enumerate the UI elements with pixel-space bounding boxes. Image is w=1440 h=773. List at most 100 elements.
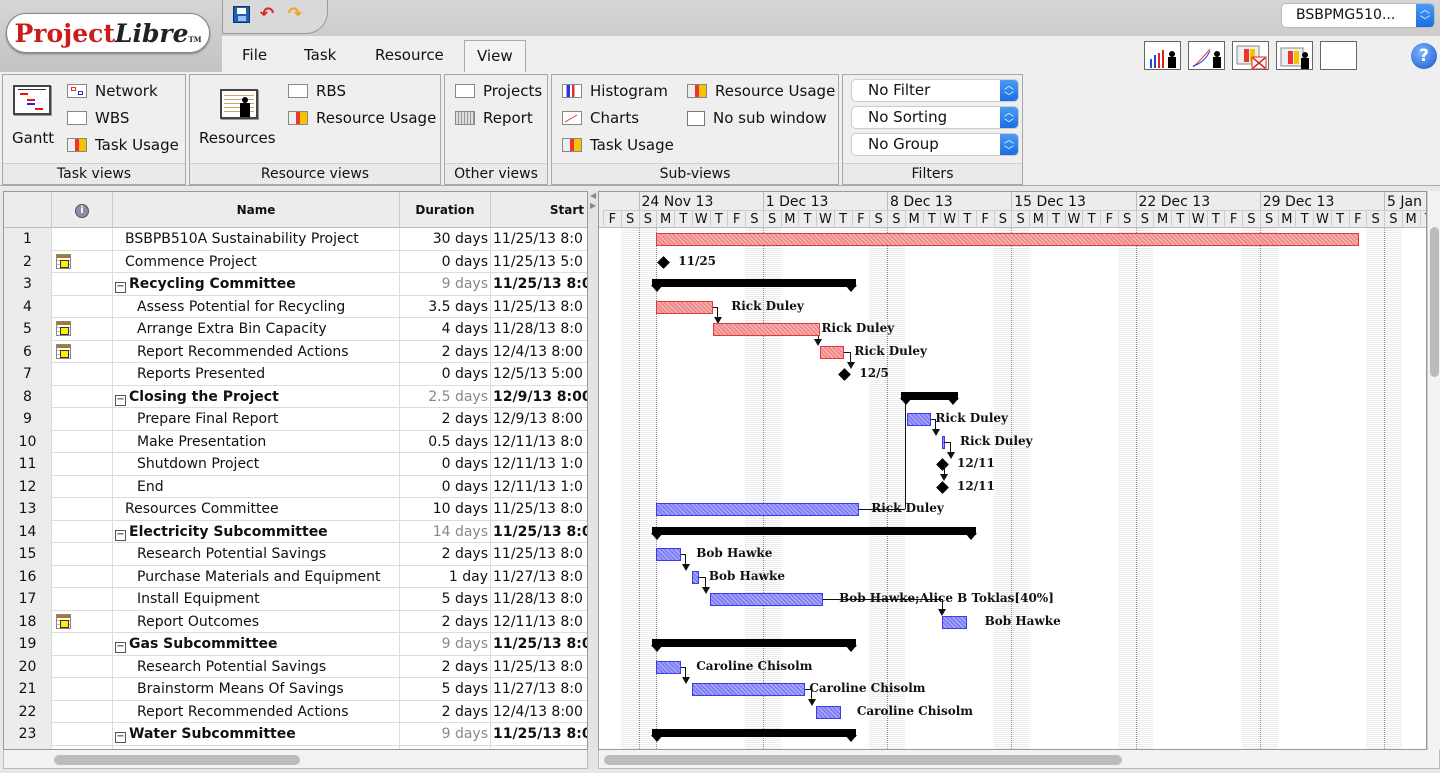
task-name[interactable]: Install Equipment xyxy=(113,588,400,611)
collapse-icon[interactable]: − xyxy=(115,641,126,653)
tab-file[interactable]: File xyxy=(242,46,268,64)
task-name[interactable]: Report Recommended Actions xyxy=(113,700,400,723)
task-name[interactable]: Report Recommended Actions xyxy=(113,340,400,363)
task-start[interactable]: 11/25/13 8:0 xyxy=(491,656,587,679)
dependency-link[interactable] xyxy=(943,441,951,454)
task-start[interactable]: 11/25/13 8:0 xyxy=(491,723,587,746)
task-duration[interactable]: 0.5 days xyxy=(400,430,491,453)
expand-right-icon[interactable]: ▶ xyxy=(590,201,597,210)
table-row[interactable]: 12 End 0 days 12/11/13 1:0 xyxy=(4,475,587,499)
dependency-link[interactable] xyxy=(931,419,937,431)
table-row[interactable]: 15 Research Potential Savings 2 days 11/25/… xyxy=(4,543,587,566)
collapse-icon[interactable]: − xyxy=(115,281,126,293)
table-row[interactable] xyxy=(4,745,587,749)
task-start[interactable]: 11/27/13 8:0 xyxy=(491,566,587,589)
task-start[interactable]: 12/11/13 1:0 xyxy=(491,476,587,499)
task-name[interactable]: Resources Committee xyxy=(113,498,400,521)
task-duration[interactable]: 30 days xyxy=(400,228,491,251)
task-name[interactable]: End xyxy=(113,475,400,498)
table-row[interactable]: 6 Report Recommended Actions 2 days 12/4/13… xyxy=(4,340,587,363)
table-row[interactable]: 13 Resources Committee 10 days 11/25/13 8:0 xyxy=(4,498,587,521)
task-bar[interactable] xyxy=(906,413,932,426)
task-duration[interactable]: 0 days xyxy=(400,363,491,386)
task-duration[interactable]: 5 days xyxy=(400,678,491,701)
task-name[interactable]: Research Potential Savings xyxy=(113,655,400,678)
task-start[interactable]: 11/25/13 8:0 xyxy=(491,633,587,656)
task-name[interactable]: Reports Presented xyxy=(113,363,400,386)
task-name[interactable]: Research Potential Savings xyxy=(113,543,400,566)
tab-resource[interactable]: Resource xyxy=(375,46,444,64)
task-bar[interactable] xyxy=(691,683,806,696)
task-duration[interactable]: 9 days xyxy=(400,723,491,746)
subview-resource-usage-button[interactable]: Resource Usage xyxy=(687,82,835,100)
task-bar[interactable] xyxy=(713,323,820,336)
table-row[interactable]: 17 Install Equipment 5 days 11/28/13 8:0 xyxy=(4,588,587,611)
table-row[interactable]: 23 − Water Subcommittee 9 days 11/25/13 8:0 xyxy=(4,723,587,746)
task-start[interactable]: 11/25/13 8:0 xyxy=(491,273,587,296)
task-duration[interactable]: 9 days xyxy=(400,273,491,296)
project-selector[interactable]: BSBPMG510... ︿ ﹀ xyxy=(1281,3,1435,28)
redo-icon[interactable]: ↷ xyxy=(287,4,303,24)
task-name[interactable]: Prepare Final Report xyxy=(113,408,400,431)
task-start[interactable]: 11/25/13 8:0 xyxy=(491,296,587,319)
milestone-icon[interactable] xyxy=(838,368,852,381)
table-horizontal-scrollbar[interactable] xyxy=(3,750,588,769)
task-name[interactable]: Shutdown Project xyxy=(113,453,400,476)
task-usage-close-icon[interactable] xyxy=(1232,41,1269,70)
task-duration[interactable]: 2.5 days xyxy=(400,385,491,408)
scrollbar-thumb[interactable] xyxy=(604,755,1122,765)
milestone-icon[interactable] xyxy=(936,480,949,494)
table-row[interactable]: 18 Report Outcomes 2 days 12/11/13 8:0 xyxy=(4,610,587,633)
wbs-button[interactable]: WBS xyxy=(67,109,129,127)
task-duration[interactable]: 2 days xyxy=(400,655,491,678)
task-duration[interactable]: 0 days xyxy=(400,250,491,273)
column-header-name[interactable]: Name xyxy=(113,192,400,228)
no-sub-window-button[interactable]: No sub window xyxy=(687,109,827,127)
sorting-select[interactable]: No Sorting ︿ ﹀ xyxy=(851,106,1019,130)
gantt-horizontal-scrollbar[interactable] xyxy=(598,750,1440,769)
dependency-link[interactable] xyxy=(805,689,813,701)
task-bar[interactable] xyxy=(709,593,824,606)
arrow-icon[interactable] xyxy=(938,609,947,616)
task-start[interactable]: 11/28/13 8:0 xyxy=(491,318,587,341)
charts-icon[interactable] xyxy=(1188,41,1225,70)
task-name[interactable]: Commence Project xyxy=(113,250,400,273)
charts-button[interactable]: Charts xyxy=(562,109,639,127)
arrow-icon[interactable] xyxy=(932,429,941,436)
dependency-link[interactable] xyxy=(858,509,905,510)
undo-icon[interactable]: ↶ xyxy=(259,4,275,24)
task-start[interactable]: 12/11/13 1:0 xyxy=(491,453,587,476)
resource-usage-button[interactable]: Resource Usage xyxy=(288,109,436,127)
rbs-button[interactable]: RBS xyxy=(288,82,346,100)
summary-bar[interactable] xyxy=(899,391,960,405)
task-duration[interactable]: 2 days xyxy=(400,543,491,566)
arrow-icon[interactable] xyxy=(847,361,856,369)
network-button[interactable]: Network xyxy=(67,82,158,100)
task-start[interactable]: 11/25/13 8:0 xyxy=(491,521,587,544)
task-name[interactable]: BSBPB510A Sustainability Project xyxy=(113,228,400,251)
resource-usage-icon[interactable] xyxy=(1276,41,1313,70)
summary-bar[interactable] xyxy=(651,729,857,742)
tab-task[interactable]: Task xyxy=(304,46,337,64)
task-bar[interactable] xyxy=(819,345,845,359)
summary-bar[interactable] xyxy=(651,526,978,540)
collapse-left-icon[interactable]: ◀ xyxy=(590,191,597,200)
gantt-vertical-scrollbar[interactable] xyxy=(1427,191,1440,750)
summary-bar[interactable] xyxy=(651,639,857,652)
column-header-indicators[interactable]: i xyxy=(52,192,113,228)
table-row[interactable]: 22 Report Recommended Actions 2 days 12/4/1… xyxy=(4,700,587,723)
task-bar[interactable] xyxy=(656,503,859,516)
task-bar[interactable] xyxy=(656,548,682,561)
resources-icon[interactable] xyxy=(220,89,258,119)
task-name[interactable]: Make Presentation xyxy=(113,430,400,453)
no-subwindow-icon[interactable] xyxy=(1320,41,1357,70)
task-duration[interactable]: 5 days xyxy=(400,588,491,611)
task-name[interactable]: − Gas Subcommittee xyxy=(113,633,400,656)
histogram-button[interactable]: Histogram xyxy=(562,82,668,100)
histogram-icon[interactable] xyxy=(1144,41,1181,70)
table-row[interactable]: 19 − Gas Subcommittee 9 days 11/25/13 8:0 xyxy=(4,633,587,656)
arrow-icon[interactable] xyxy=(808,699,817,706)
task-start[interactable]: 11/25/13 5:0 xyxy=(491,251,587,274)
dependency-link[interactable] xyxy=(943,464,945,476)
save-icon[interactable] xyxy=(231,4,251,24)
